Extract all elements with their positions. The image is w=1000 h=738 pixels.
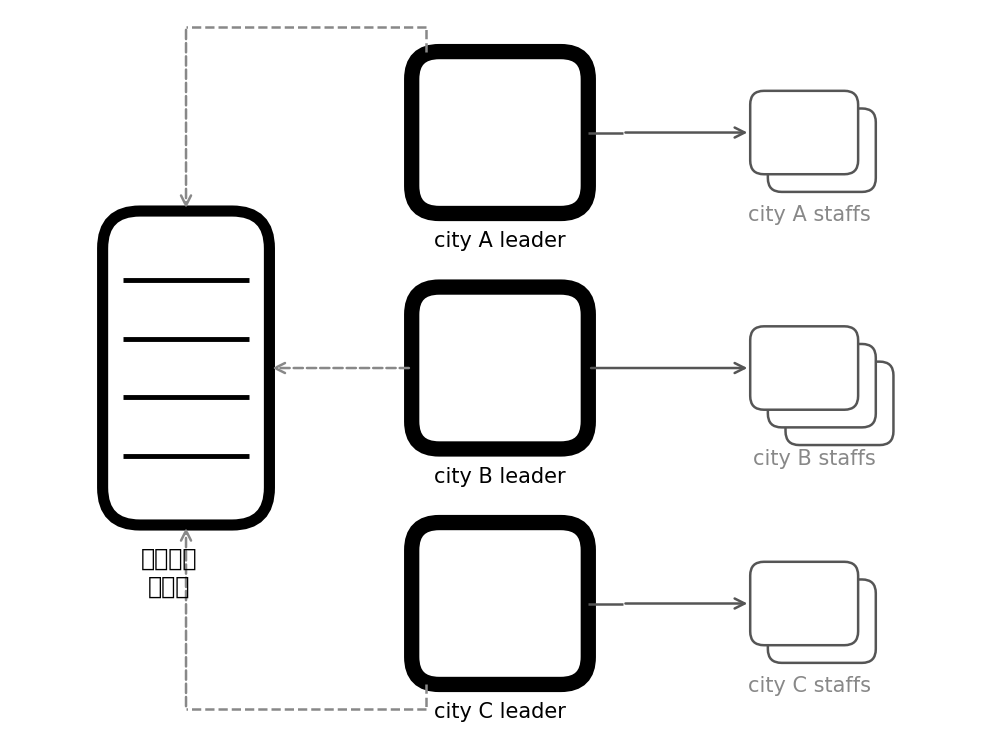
FancyBboxPatch shape xyxy=(412,52,588,213)
FancyBboxPatch shape xyxy=(768,579,876,663)
FancyBboxPatch shape xyxy=(750,562,858,645)
FancyBboxPatch shape xyxy=(750,326,858,410)
Text: city C staffs: city C staffs xyxy=(748,675,871,696)
Text: city B leader: city B leader xyxy=(434,466,566,486)
Text: city B staffs: city B staffs xyxy=(753,449,876,469)
Text: 集群心跳
收集处: 集群心跳 收集处 xyxy=(141,547,198,599)
Text: city A leader: city A leader xyxy=(434,231,566,251)
FancyBboxPatch shape xyxy=(768,108,876,192)
FancyBboxPatch shape xyxy=(750,91,858,174)
FancyBboxPatch shape xyxy=(768,344,876,427)
FancyBboxPatch shape xyxy=(412,523,588,684)
Text: city A staffs: city A staffs xyxy=(748,204,871,224)
Text: city C leader: city C leader xyxy=(434,702,566,722)
FancyBboxPatch shape xyxy=(786,362,893,445)
FancyBboxPatch shape xyxy=(103,211,269,525)
FancyBboxPatch shape xyxy=(412,287,588,449)
